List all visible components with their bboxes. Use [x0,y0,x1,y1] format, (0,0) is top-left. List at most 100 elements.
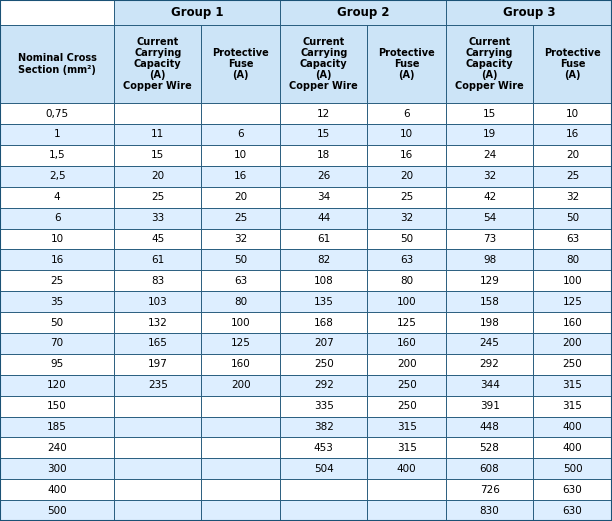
Bar [533,354,612,375]
Text: 4: 4 [54,192,61,202]
Bar [367,208,446,229]
Bar [280,187,367,208]
Text: 250: 250 [397,380,417,390]
Text: 292: 292 [314,380,334,390]
Bar [446,395,533,417]
Bar [201,395,280,417]
Bar [367,229,446,250]
Bar [367,458,446,479]
Bar [114,479,201,500]
Bar [114,0,280,25]
Text: 63: 63 [234,276,247,286]
Text: 100: 100 [563,276,583,286]
Bar [114,500,201,521]
Bar [446,208,533,229]
Text: 129: 129 [480,276,499,286]
Text: 24: 24 [483,151,496,160]
Bar [0,229,114,250]
Bar [367,124,446,145]
Bar [0,479,114,500]
Text: 82: 82 [317,255,330,265]
Text: 504: 504 [314,464,334,474]
Text: 34: 34 [317,192,330,202]
Text: 448: 448 [480,422,499,432]
Text: 500: 500 [47,505,67,516]
Bar [446,270,533,291]
Bar [114,312,201,333]
Text: 12: 12 [317,108,330,119]
Bar [446,312,533,333]
Bar [114,417,201,438]
Text: 98: 98 [483,255,496,265]
Text: Current
Carrying
Capacity
(A)
Copper Wire: Current Carrying Capacity (A) Copper Wir… [124,36,192,92]
Text: Protective
Fuse
(A): Protective Fuse (A) [378,48,435,80]
Text: 108: 108 [314,276,334,286]
Text: 80: 80 [400,276,413,286]
Text: 80: 80 [234,296,247,307]
Bar [280,395,367,417]
Bar [0,270,114,291]
Text: 83: 83 [151,276,165,286]
Text: 35: 35 [51,296,64,307]
Text: 344: 344 [480,380,499,390]
Text: 1,5: 1,5 [49,151,65,160]
Text: 25: 25 [151,192,165,202]
Bar [446,438,533,458]
Bar [280,145,367,166]
Bar [367,145,446,166]
Text: 158: 158 [480,296,499,307]
Bar [114,354,201,375]
Text: 20: 20 [234,192,247,202]
Bar [0,250,114,270]
Bar [114,291,201,312]
Text: 120: 120 [47,380,67,390]
Bar [201,187,280,208]
Bar [0,375,114,395]
Bar [114,25,201,103]
Text: 25: 25 [400,192,413,202]
Bar [201,354,280,375]
Text: 335: 335 [314,401,334,411]
Bar [367,312,446,333]
Bar [446,250,533,270]
Text: 25: 25 [234,213,247,223]
Bar [446,145,533,166]
Text: Protective
Fuse
(A): Protective Fuse (A) [212,48,269,80]
Text: 6: 6 [403,108,410,119]
Text: 830: 830 [480,505,499,516]
Text: Group 1: Group 1 [171,6,223,19]
Text: 125: 125 [231,339,251,349]
Text: 300: 300 [47,464,67,474]
Bar [280,479,367,500]
Bar [446,479,533,500]
Bar [114,124,201,145]
Text: 200: 200 [397,359,416,369]
Bar [0,124,114,145]
Bar [0,145,114,166]
Bar [280,500,367,521]
Bar [201,291,280,312]
Bar [201,333,280,354]
Bar [446,500,533,521]
Bar [201,25,280,103]
Text: 185: 185 [47,422,67,432]
Bar [533,438,612,458]
Text: 250: 250 [314,359,334,369]
Bar [0,417,114,438]
Bar [0,187,114,208]
Text: 125: 125 [562,296,583,307]
Bar [367,479,446,500]
Bar [280,208,367,229]
Bar [114,458,201,479]
Bar [533,229,612,250]
Bar [280,0,446,25]
Bar [0,458,114,479]
Bar [280,229,367,250]
Bar [280,291,367,312]
Text: 207: 207 [314,339,334,349]
Text: 292: 292 [480,359,499,369]
Text: 528: 528 [480,443,499,453]
Text: 16: 16 [566,130,579,140]
Bar [280,124,367,145]
Text: 315: 315 [562,380,583,390]
